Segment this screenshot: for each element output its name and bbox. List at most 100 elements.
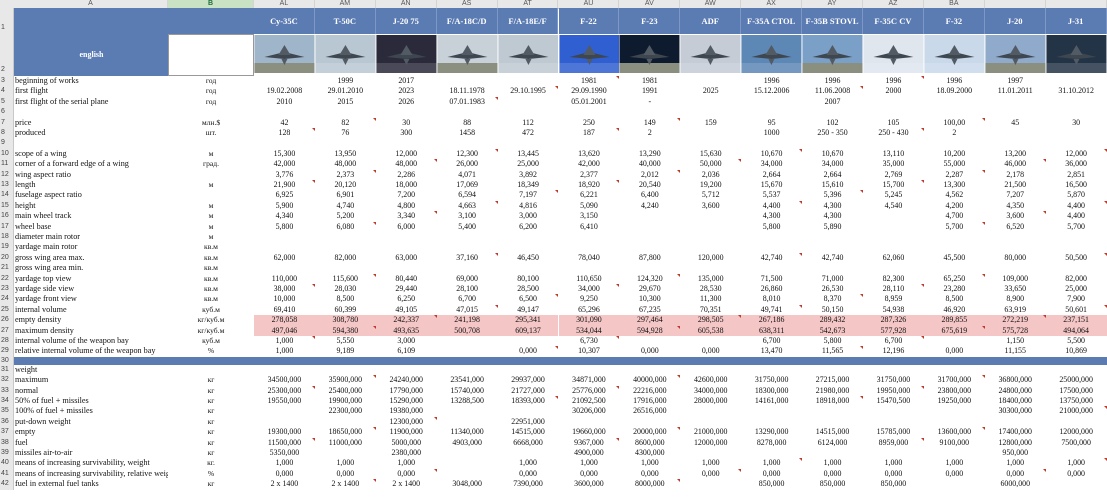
value-cell[interactable]: 70,351 bbox=[699, 304, 722, 314]
row-number[interactable]: 37 bbox=[0, 427, 14, 438]
value-cell[interactable]: 8,959 bbox=[884, 294, 903, 304]
value-cell[interactable]: 1,000 bbox=[1046, 458, 1107, 468]
value-cell[interactable]: 82 bbox=[315, 117, 376, 128]
value-cell[interactable]: 0,000 bbox=[376, 468, 437, 479]
value-cell[interactable] bbox=[985, 365, 1046, 375]
row-label[interactable]: first flight of the serial plane bbox=[14, 96, 168, 108]
comment-marker[interactable] bbox=[311, 437, 315, 441]
value-cell[interactable]: 2,012 bbox=[619, 169, 681, 180]
value-cell[interactable]: 3,150 bbox=[580, 211, 598, 221]
value-cell[interactable]: 6,700 bbox=[863, 336, 924, 346]
row-number[interactable]: 6 bbox=[0, 107, 14, 118]
value-cell[interactable]: 49,147 bbox=[517, 304, 539, 314]
value-cell[interactable] bbox=[315, 417, 376, 427]
value-cell[interactable]: 11000,000 bbox=[328, 437, 362, 447]
value-cell[interactable]: 1,000 bbox=[741, 458, 803, 468]
value-cell[interactable]: 78,040 bbox=[578, 252, 600, 262]
comment-marker[interactable] bbox=[494, 200, 498, 204]
row-unit[interactable]: год bbox=[205, 96, 217, 106]
value-cell[interactable]: 12,000 bbox=[395, 148, 418, 158]
comment-marker[interactable] bbox=[677, 427, 681, 431]
value-cell[interactable] bbox=[741, 448, 802, 458]
value-cell[interactable]: 120,000 bbox=[697, 252, 724, 262]
value-cell[interactable]: 11,300 bbox=[700, 294, 722, 304]
value-cell[interactable]: 7500,000 bbox=[1061, 437, 1091, 447]
value-cell[interactable] bbox=[863, 406, 924, 416]
value-cell[interactable]: 07.01.1983 bbox=[437, 96, 498, 107]
value-cell[interactable]: 18300,000 bbox=[754, 385, 789, 395]
row-unit[interactable] bbox=[168, 138, 254, 148]
value-cell[interactable]: 4,240 bbox=[640, 200, 659, 210]
comment-marker[interactable] bbox=[981, 375, 985, 379]
value-cell[interactable]: 0,000 bbox=[580, 468, 598, 478]
value-cell[interactable]: 4,400 bbox=[741, 200, 803, 211]
row-label[interactable]: put-down weight bbox=[14, 416, 168, 428]
value-cell[interactable]: 3,000 bbox=[397, 336, 416, 345]
row-number[interactable]: 27 bbox=[0, 325, 14, 336]
comment-marker[interactable] bbox=[494, 304, 498, 308]
row-number[interactable]: 5 bbox=[0, 96, 14, 108]
value-cell[interactable]: 31750,000 bbox=[876, 375, 911, 385]
value-cell[interactable] bbox=[376, 138, 437, 148]
row-unit[interactable]: кг/куб.м bbox=[168, 315, 254, 326]
value-cell[interactable]: 0,000 bbox=[275, 468, 294, 478]
comment-marker[interactable] bbox=[555, 86, 559, 90]
value-cell[interactable] bbox=[437, 263, 498, 273]
row-label[interactable]: fuel in external fuel tanks bbox=[14, 479, 168, 490]
value-cell[interactable]: 5000,000 bbox=[391, 437, 422, 447]
value-cell[interactable]: 1,000 bbox=[945, 458, 964, 468]
value-cell[interactable]: 76 bbox=[341, 128, 350, 137]
value-cell[interactable]: 14515,000 bbox=[511, 427, 545, 437]
value-cell[interactable]: 8959,000 bbox=[863, 437, 924, 448]
value-cell[interactable] bbox=[254, 417, 315, 427]
comment-marker[interactable] bbox=[920, 128, 924, 131]
comment-marker[interactable] bbox=[494, 252, 498, 256]
row-number[interactable]: 16 bbox=[0, 211, 14, 222]
value-cell[interactable] bbox=[985, 138, 1046, 148]
value-cell[interactable] bbox=[619, 107, 680, 117]
value-cell[interactable]: 8000,000 bbox=[619, 479, 681, 489]
value-cell[interactable]: 2026 bbox=[398, 96, 415, 106]
row-unit[interactable]: кг bbox=[207, 375, 215, 385]
value-cell[interactable]: 31700,000 bbox=[924, 375, 985, 385]
row-label[interactable]: wheel base bbox=[14, 221, 168, 232]
value-cell[interactable] bbox=[924, 417, 985, 427]
value-cell[interactable]: 13,445 bbox=[517, 148, 539, 158]
aircraft-name[interactable]: F-35B STOVL bbox=[802, 8, 863, 34]
value-cell[interactable]: 22951,000 bbox=[511, 416, 545, 426]
value-cell[interactable]: 12000,000 bbox=[1059, 427, 1093, 437]
value-cell[interactable]: 11500,000 bbox=[254, 437, 315, 448]
value-cell[interactable]: 577,928 bbox=[863, 325, 924, 336]
value-cell[interactable]: 26,860 bbox=[760, 284, 783, 293]
value-cell[interactable]: 4,300 bbox=[823, 200, 842, 210]
value-cell[interactable]: 55,000 bbox=[943, 159, 966, 169]
value-cell[interactable] bbox=[498, 406, 559, 416]
value-cell[interactable]: 5,900 bbox=[275, 200, 294, 210]
value-cell[interactable]: 9367,000 bbox=[559, 437, 620, 448]
row-label[interactable]: missiles air-to-air bbox=[14, 448, 168, 459]
value-cell[interactable]: 2007 bbox=[824, 96, 841, 106]
value-cell[interactable] bbox=[1046, 448, 1107, 458]
value-cell[interactable] bbox=[498, 76, 559, 86]
value-cell[interactable]: 67,235 bbox=[638, 304, 661, 314]
value-cell[interactable] bbox=[924, 263, 985, 273]
value-cell[interactable]: 4,071 bbox=[458, 169, 477, 179]
value-cell[interactable] bbox=[498, 336, 559, 346]
value-cell[interactable]: 10,200 bbox=[943, 148, 966, 158]
comment-marker[interactable] bbox=[433, 211, 437, 215]
value-cell[interactable]: 15785,000 bbox=[876, 427, 911, 437]
value-cell[interactable] bbox=[254, 138, 315, 148]
value-cell[interactable] bbox=[437, 76, 498, 86]
value-cell[interactable]: 241,198 bbox=[436, 315, 498, 326]
value-cell[interactable]: 29937,000 bbox=[511, 375, 545, 385]
value-cell[interactable] bbox=[924, 232, 985, 242]
row-label[interactable]: yardage top view bbox=[14, 273, 168, 284]
value-cell[interactable]: 5,800 bbox=[762, 221, 781, 231]
comment-marker[interactable] bbox=[738, 315, 742, 319]
value-cell[interactable] bbox=[254, 406, 315, 416]
row-label[interactable]: wing aspect ratio bbox=[14, 169, 168, 180]
value-cell[interactable]: 7390,000 bbox=[513, 479, 543, 489]
value-cell[interactable]: 40000,000 bbox=[619, 375, 681, 385]
row-number[interactable]: 38 bbox=[0, 437, 14, 448]
value-cell[interactable]: 19250,000 bbox=[937, 396, 972, 405]
